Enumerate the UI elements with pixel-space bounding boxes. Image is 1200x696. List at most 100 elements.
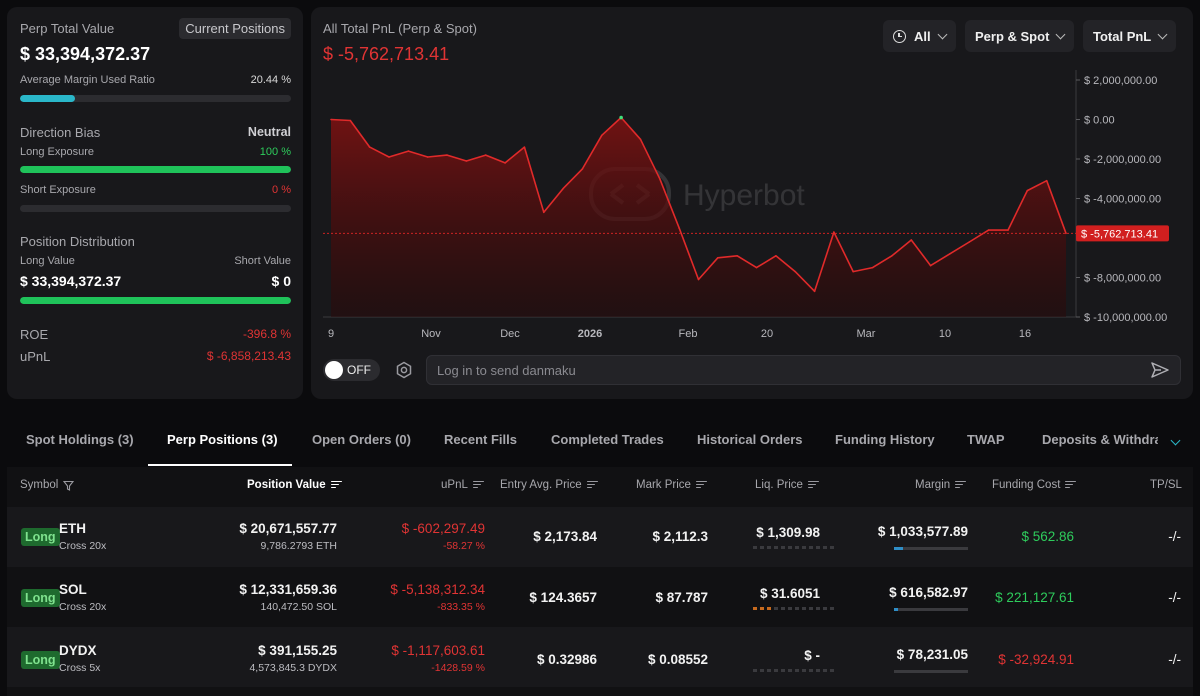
clock-icon <box>893 29 906 43</box>
time-range-dropdown[interactable]: All <box>883 20 956 52</box>
sort-icon[interactable] <box>330 481 342 489</box>
data-point <box>659 177 661 180</box>
liq-risk-meter <box>753 607 834 610</box>
x-tick-label: Feb <box>679 328 698 340</box>
liq-risk-meter <box>753 669 834 672</box>
avg-margin-bar <box>20 95 291 102</box>
chart-total-value: $ -5,762,713.41 <box>323 44 450 64</box>
symbol[interactable]: SOL <box>59 582 87 597</box>
tpsl[interactable]: -/- <box>1168 590 1181 605</box>
tab-open-orders[interactable]: Open Orders (0) <box>312 432 411 447</box>
mark-price: $ 2,112.3 <box>652 529 708 544</box>
liq-risk-meter <box>753 546 834 549</box>
data-point <box>619 115 623 120</box>
header-entry-price[interactable]: Entry Avg. Price <box>500 479 598 491</box>
header-symbol[interactable]: Symbol <box>20 479 75 491</box>
short-value: $ 0 <box>271 273 291 289</box>
table-row[interactable]: Long SOL Cross 20x $ 12,331,659.36 140,4… <box>7 567 1193 627</box>
danmaku-toggle[interactable]: OFF <box>323 359 380 381</box>
time-range-label: All <box>914 28 931 44</box>
funding-cost: $ 221,127.61 <box>995 590 1074 605</box>
data-point <box>523 146 526 148</box>
current-value-label: $ -5,762,713.41 <box>1081 228 1158 240</box>
current-positions-button[interactable]: Current Positions <box>179 18 291 39</box>
position-size: 4,573,845.3 DYDX <box>249 662 337 674</box>
y-tick-label: $ -2,000,000.00 <box>1084 154 1161 166</box>
header-funding-cost[interactable]: Funding Cost <box>992 479 1077 491</box>
send-icon[interactable] <box>1150 361 1170 384</box>
position-distribution-bar <box>20 297 291 304</box>
long-exposure-value: 100 % <box>259 146 291 158</box>
direction-bias-value: Neutral <box>247 125 291 139</box>
tpsl[interactable]: -/- <box>1168 652 1181 667</box>
margin-bar <box>894 608 968 611</box>
sort-icon[interactable] <box>1065 481 1077 489</box>
table-row[interactable]: Long ETH Cross 20x $ 20,671,557.77 9,786… <box>7 507 1193 567</box>
margin: $ 1,033,577.89 <box>877 524 968 539</box>
header-mark-price[interactable]: Mark Price <box>636 479 707 491</box>
symbol[interactable]: DYDX <box>59 643 97 658</box>
header-liq-price[interactable]: Liq. Price <box>755 479 819 491</box>
symbol[interactable]: ETH <box>59 521 86 536</box>
pnl-area-chart[interactable]: Hyperbot $ -5,762,713.41 $ 2,000,000.00 $… <box>311 7 1193 347</box>
direction-bias-label: Direction Bias <box>20 125 101 140</box>
tpsl[interactable]: -/- <box>1168 529 1181 544</box>
tab-historical-orders[interactable]: Historical Orders <box>697 432 803 447</box>
header-liq-price-label: Liq. Price <box>755 479 803 491</box>
x-tick-label: 20 <box>761 328 773 340</box>
tab-spot-holdings[interactable]: Spot Holdings (3) <box>26 432 134 447</box>
sort-icon[interactable] <box>695 481 707 489</box>
data-point <box>426 156 429 158</box>
mark-price: $ 0.08552 <box>647 652 708 667</box>
data-point <box>1007 229 1009 231</box>
data-point <box>949 253 951 255</box>
upnl-percent: -833.35 % <box>437 601 485 613</box>
position-value: $ 12,331,659.36 <box>239 582 337 597</box>
short-exposure-label: Short Exposure <box>20 184 96 196</box>
sort-icon[interactable] <box>586 481 598 489</box>
data-point <box>407 150 410 152</box>
liq-price: $ 31.6051 <box>759 586 820 601</box>
short-exposure-bar <box>20 205 291 212</box>
header-entry-price-label: Entry Avg. Price <box>500 479 582 491</box>
data-point <box>1045 179 1048 182</box>
margin: $ 616,582.97 <box>889 585 968 600</box>
sort-icon[interactable] <box>807 481 819 489</box>
data-point <box>852 270 855 273</box>
data-point <box>717 256 719 259</box>
data-point <box>813 290 816 293</box>
perp-total-label: Perp Total Value <box>20 21 115 36</box>
perp-total-value: $ 33,394,372.37 <box>20 44 151 64</box>
tab-twap[interactable]: TWAP <box>967 432 1005 447</box>
side-badge: Long <box>21 528 60 546</box>
tab-perp-positions[interactable]: Perp Positions (3) <box>167 432 278 447</box>
danmaku-input[interactable]: Log in to send danmaku <box>426 355 1181 385</box>
data-point <box>600 134 603 137</box>
x-tick-label: 16 <box>1019 328 1031 340</box>
y-tick-label: $ -4,000,000.00 <box>1084 194 1161 206</box>
table-row[interactable]: Long DYDX Cross 5x $ 391,155.25 4,573,84… <box>7 627 1193 687</box>
metric-dropdown[interactable]: Total PnL <box>1083 20 1177 52</box>
header-mark-price-label: Mark Price <box>636 479 691 491</box>
pnl-chart-panel: All Total PnL (Perp & Spot) $ -5,762,713… <box>311 7 1193 399</box>
position-size: 9,786.2793 ETH <box>260 540 337 552</box>
filter-icon[interactable] <box>63 480 75 491</box>
avg-margin-value: 20.44 % <box>250 74 291 86</box>
header-tpsl: TP/SL <box>1150 479 1182 491</box>
funding-cost: $ 562.86 <box>1021 529 1074 544</box>
header-symbol-label: Symbol <box>20 479 59 491</box>
sort-icon[interactable] <box>472 481 484 489</box>
market-type-dropdown[interactable]: Perp & Spot <box>965 20 1075 52</box>
tabs-expand-button[interactable] <box>1158 428 1193 458</box>
tab-recent-fills[interactable]: Recent Fills <box>444 432 517 447</box>
tab-completed-trades[interactable]: Completed Trades <box>551 432 664 447</box>
header-upnl[interactable]: uPnL <box>441 479 484 491</box>
position-distribution-label: Position Distribution <box>20 234 135 249</box>
settings-icon[interactable] <box>395 361 413 379</box>
toggle-label: OFF <box>347 363 371 377</box>
sort-icon[interactable] <box>955 481 967 489</box>
header-position-value[interactable]: Position Value <box>247 479 342 491</box>
tab-funding-history[interactable]: Funding History <box>835 432 935 447</box>
tab-deposits-withdrawals[interactable]: Deposits & Withdraw <box>1042 432 1158 447</box>
header-margin[interactable]: Margin <box>915 479 967 491</box>
